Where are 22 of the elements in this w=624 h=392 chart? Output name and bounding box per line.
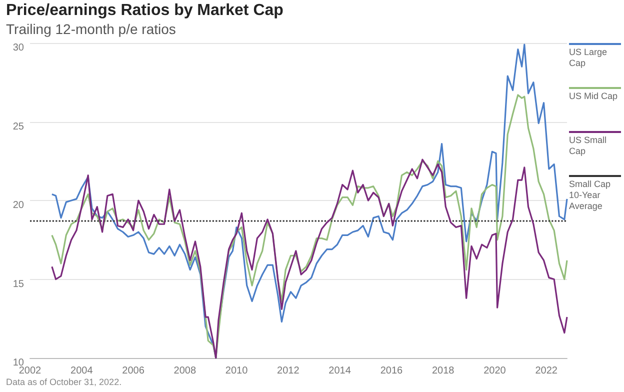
x-tick-label: 2012 — [277, 366, 300, 376]
x-tick-label: 2016 — [380, 366, 403, 376]
x-tick-label: 2018 — [432, 366, 455, 376]
y-tick-label: 30 — [12, 42, 24, 54]
x-tick-label: 2022 — [535, 366, 558, 376]
y-tick-label: 15 — [12, 278, 24, 290]
text: US Mid Cap — [569, 87, 621, 131]
text: US Small Cap — [569, 131, 621, 175]
text: Data as of October 31, 2022. — [6, 377, 122, 387]
text: US Large Cap — [569, 43, 621, 87]
y-tick-label: 25 — [12, 121, 24, 132]
x-tick-label: 2002 — [18, 366, 42, 376]
x-tick-label: 2020 — [484, 366, 506, 376]
x-tick-label: 2014 — [328, 366, 352, 376]
x-tick-label: 2010 — [225, 366, 248, 376]
x-tick-label: 2008 — [174, 366, 196, 376]
chart-title: Price/earnings Ratios by Market Cap — [6, 2, 284, 20]
x-tick-label: 2004 — [70, 366, 94, 376]
chart-subtitle: Trailing 12-month p/e ratios — [6, 21, 176, 37]
x-tick-label: 2006 — [122, 366, 145, 376]
y-tick-label: 20 — [12, 200, 24, 211]
ref-line-label: Small Cap 10-Year Average — [569, 175, 621, 219]
